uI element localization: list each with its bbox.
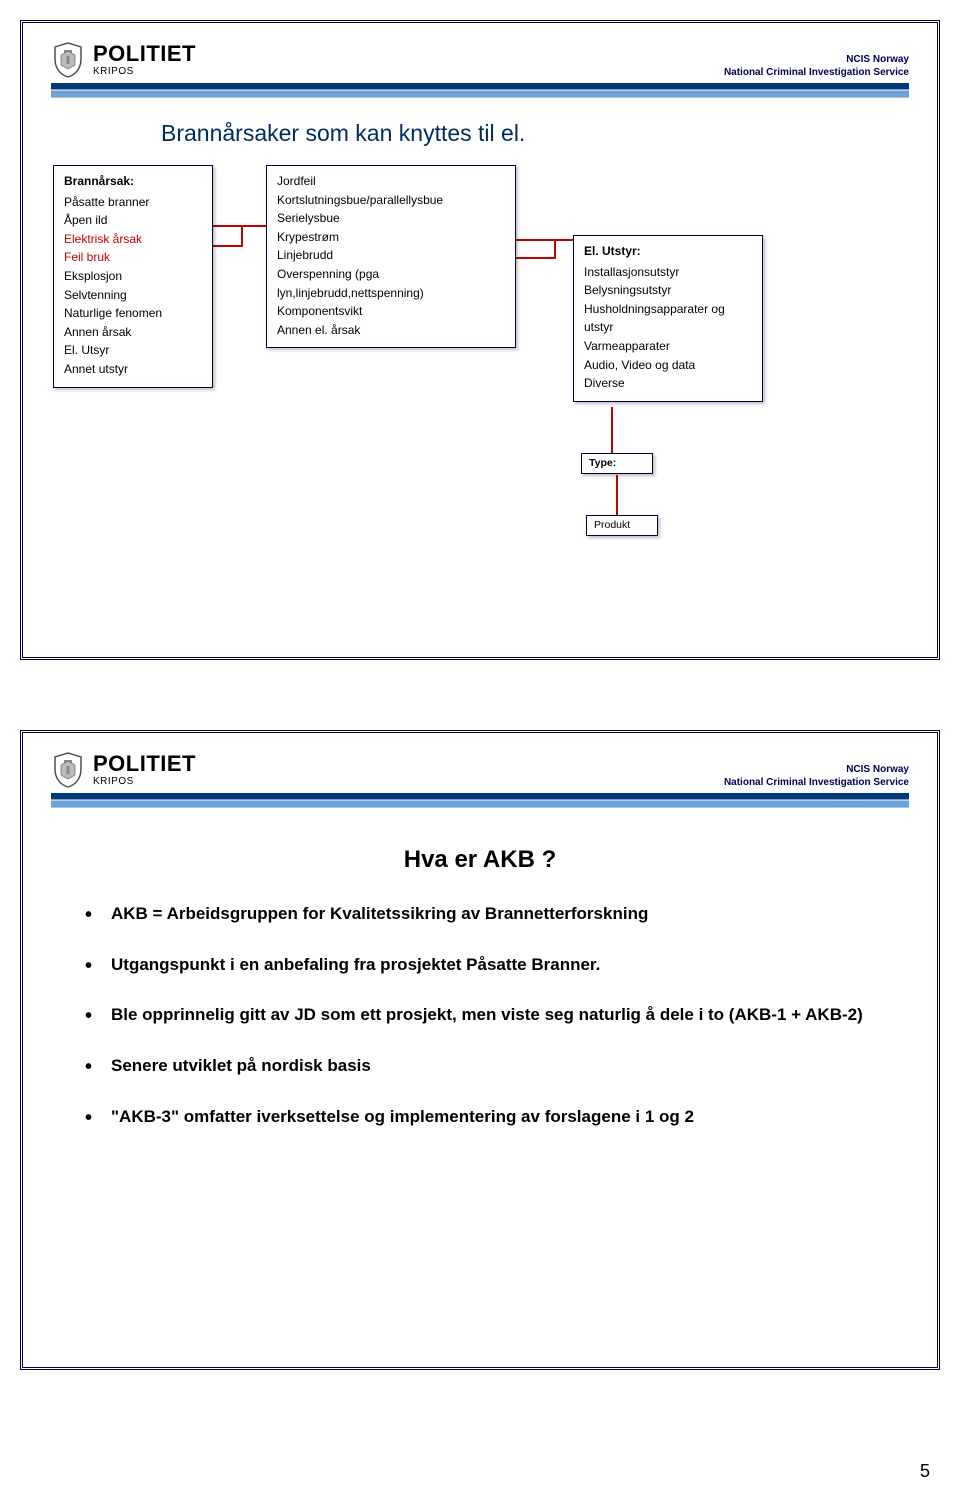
box3-header: El. Utstyr: xyxy=(584,242,752,261)
header-rule xyxy=(51,793,909,808)
box4-label: Type: xyxy=(589,457,616,469)
list-item: Annen el. årsak xyxy=(277,321,505,340)
list-item: Annet utstyr xyxy=(64,360,202,379)
list-item: Krypestrøm xyxy=(277,228,505,247)
connector-line xyxy=(616,475,618,515)
diagram-title: Brannårsaker som kan knyttes til el. xyxy=(161,120,909,147)
bullet-item: AKB = Arbeidsgruppen for Kvalitetssikrin… xyxy=(85,902,899,927)
slide-1: POLITIET KRIPOS NCIS Norway National Cri… xyxy=(20,20,940,660)
ncis-label: NCIS Norway National Criminal Investigat… xyxy=(724,54,909,79)
brand-sub: KRIPOS xyxy=(93,777,196,787)
header-rule xyxy=(51,83,909,98)
bullet-list: AKB = Arbeidsgruppen for Kvalitetssikrin… xyxy=(51,902,909,1129)
page-number: 5 xyxy=(920,1461,930,1482)
bullet-item: "AKB-3" omfatter iverksettelse og implem… xyxy=(85,1105,899,1130)
box1-header: Brannårsak: xyxy=(64,172,202,191)
list-item: Eksplosjon xyxy=(64,267,202,286)
ncis-line2: National Criminal Investigation Service xyxy=(724,777,909,790)
list-item: Elektrisk årsak xyxy=(64,230,202,249)
connector-line xyxy=(516,239,573,241)
box-elektrisk-arsak: JordfeilKortslutningsbue/parallellysbueS… xyxy=(266,165,516,348)
crest-icon xyxy=(51,41,85,79)
slide-header: POLITIET KRIPOS NCIS Norway National Cri… xyxy=(51,41,909,79)
list-item: Installasjonsutstyr xyxy=(584,263,752,282)
list-item: Audio, Video og data xyxy=(584,356,752,375)
slide-header: POLITIET KRIPOS NCIS Norway National Cri… xyxy=(51,751,909,789)
ncis-line2: National Criminal Investigation Service xyxy=(724,67,909,80)
ncis-line1: NCIS Norway xyxy=(724,764,909,777)
crest-icon xyxy=(51,751,85,789)
bullet-item: Utgangspunkt i en anbefaling fra prosjek… xyxy=(85,953,899,978)
diagram: Brannårsak: Påsatte brannerÅpen ildElekt… xyxy=(51,165,909,545)
brand-sub: KRIPOS xyxy=(93,67,196,77)
brand: POLITIET KRIPOS xyxy=(51,751,196,789)
connector-line xyxy=(213,225,266,227)
list-item: El. Utsyr xyxy=(64,341,202,360)
brand: POLITIET KRIPOS xyxy=(51,41,196,79)
connector-line xyxy=(241,225,243,247)
brand-title: POLITIET xyxy=(93,43,196,65)
box-brannarsak: Brannårsak: Påsatte brannerÅpen ildElekt… xyxy=(53,165,213,388)
bullet-item: Senere utviklet på nordisk basis xyxy=(85,1054,899,1079)
connector-line xyxy=(213,245,243,247)
slide-2: POLITIET KRIPOS NCIS Norway National Cri… xyxy=(20,730,940,1370)
list-item: Husholdningsapparater og utstyr xyxy=(584,300,752,337)
list-item: Annen årsak xyxy=(64,323,202,342)
list-item: Åpen ild xyxy=(64,211,202,230)
brand-title: POLITIET xyxy=(93,753,196,775)
list-item: Selvtenning xyxy=(64,286,202,305)
list-item: Diverse xyxy=(584,374,752,393)
list-item: Naturlige fenomen xyxy=(64,304,202,323)
list-item: Påsatte branner xyxy=(64,193,202,212)
box-produkt: Produkt xyxy=(586,515,658,536)
list-item: Feil bruk xyxy=(64,248,202,267)
box5-label: Produkt xyxy=(594,519,630,531)
list-item: Belysningsutstyr xyxy=(584,281,752,300)
list-item: Varmeapparater xyxy=(584,337,752,356)
connector-line xyxy=(554,239,556,259)
list-item: Linjebrudd xyxy=(277,246,505,265)
list-item: Kortslutningsbue/parallellysbue xyxy=(277,191,505,210)
list-item: Serielysbue xyxy=(277,209,505,228)
box-el-utstyr: El. Utstyr: InstallasjonsutstyrBelysning… xyxy=(573,235,763,402)
list-item: Jordfeil xyxy=(277,172,505,191)
ncis-line1: NCIS Norway xyxy=(724,54,909,67)
connector-line xyxy=(516,257,556,259)
list-item: Komponentsvikt xyxy=(277,302,505,321)
bullet-item: Ble opprinnelig gitt av JD som ett prosj… xyxy=(85,1003,899,1028)
slide2-title: Hva er AKB ? xyxy=(51,846,909,874)
box-type: Type: xyxy=(581,453,653,474)
ncis-label: NCIS Norway National Criminal Investigat… xyxy=(724,764,909,789)
connector-line xyxy=(611,407,613,453)
list-item: Overspenning (pga lyn,linjebrudd,nettspe… xyxy=(277,265,505,302)
